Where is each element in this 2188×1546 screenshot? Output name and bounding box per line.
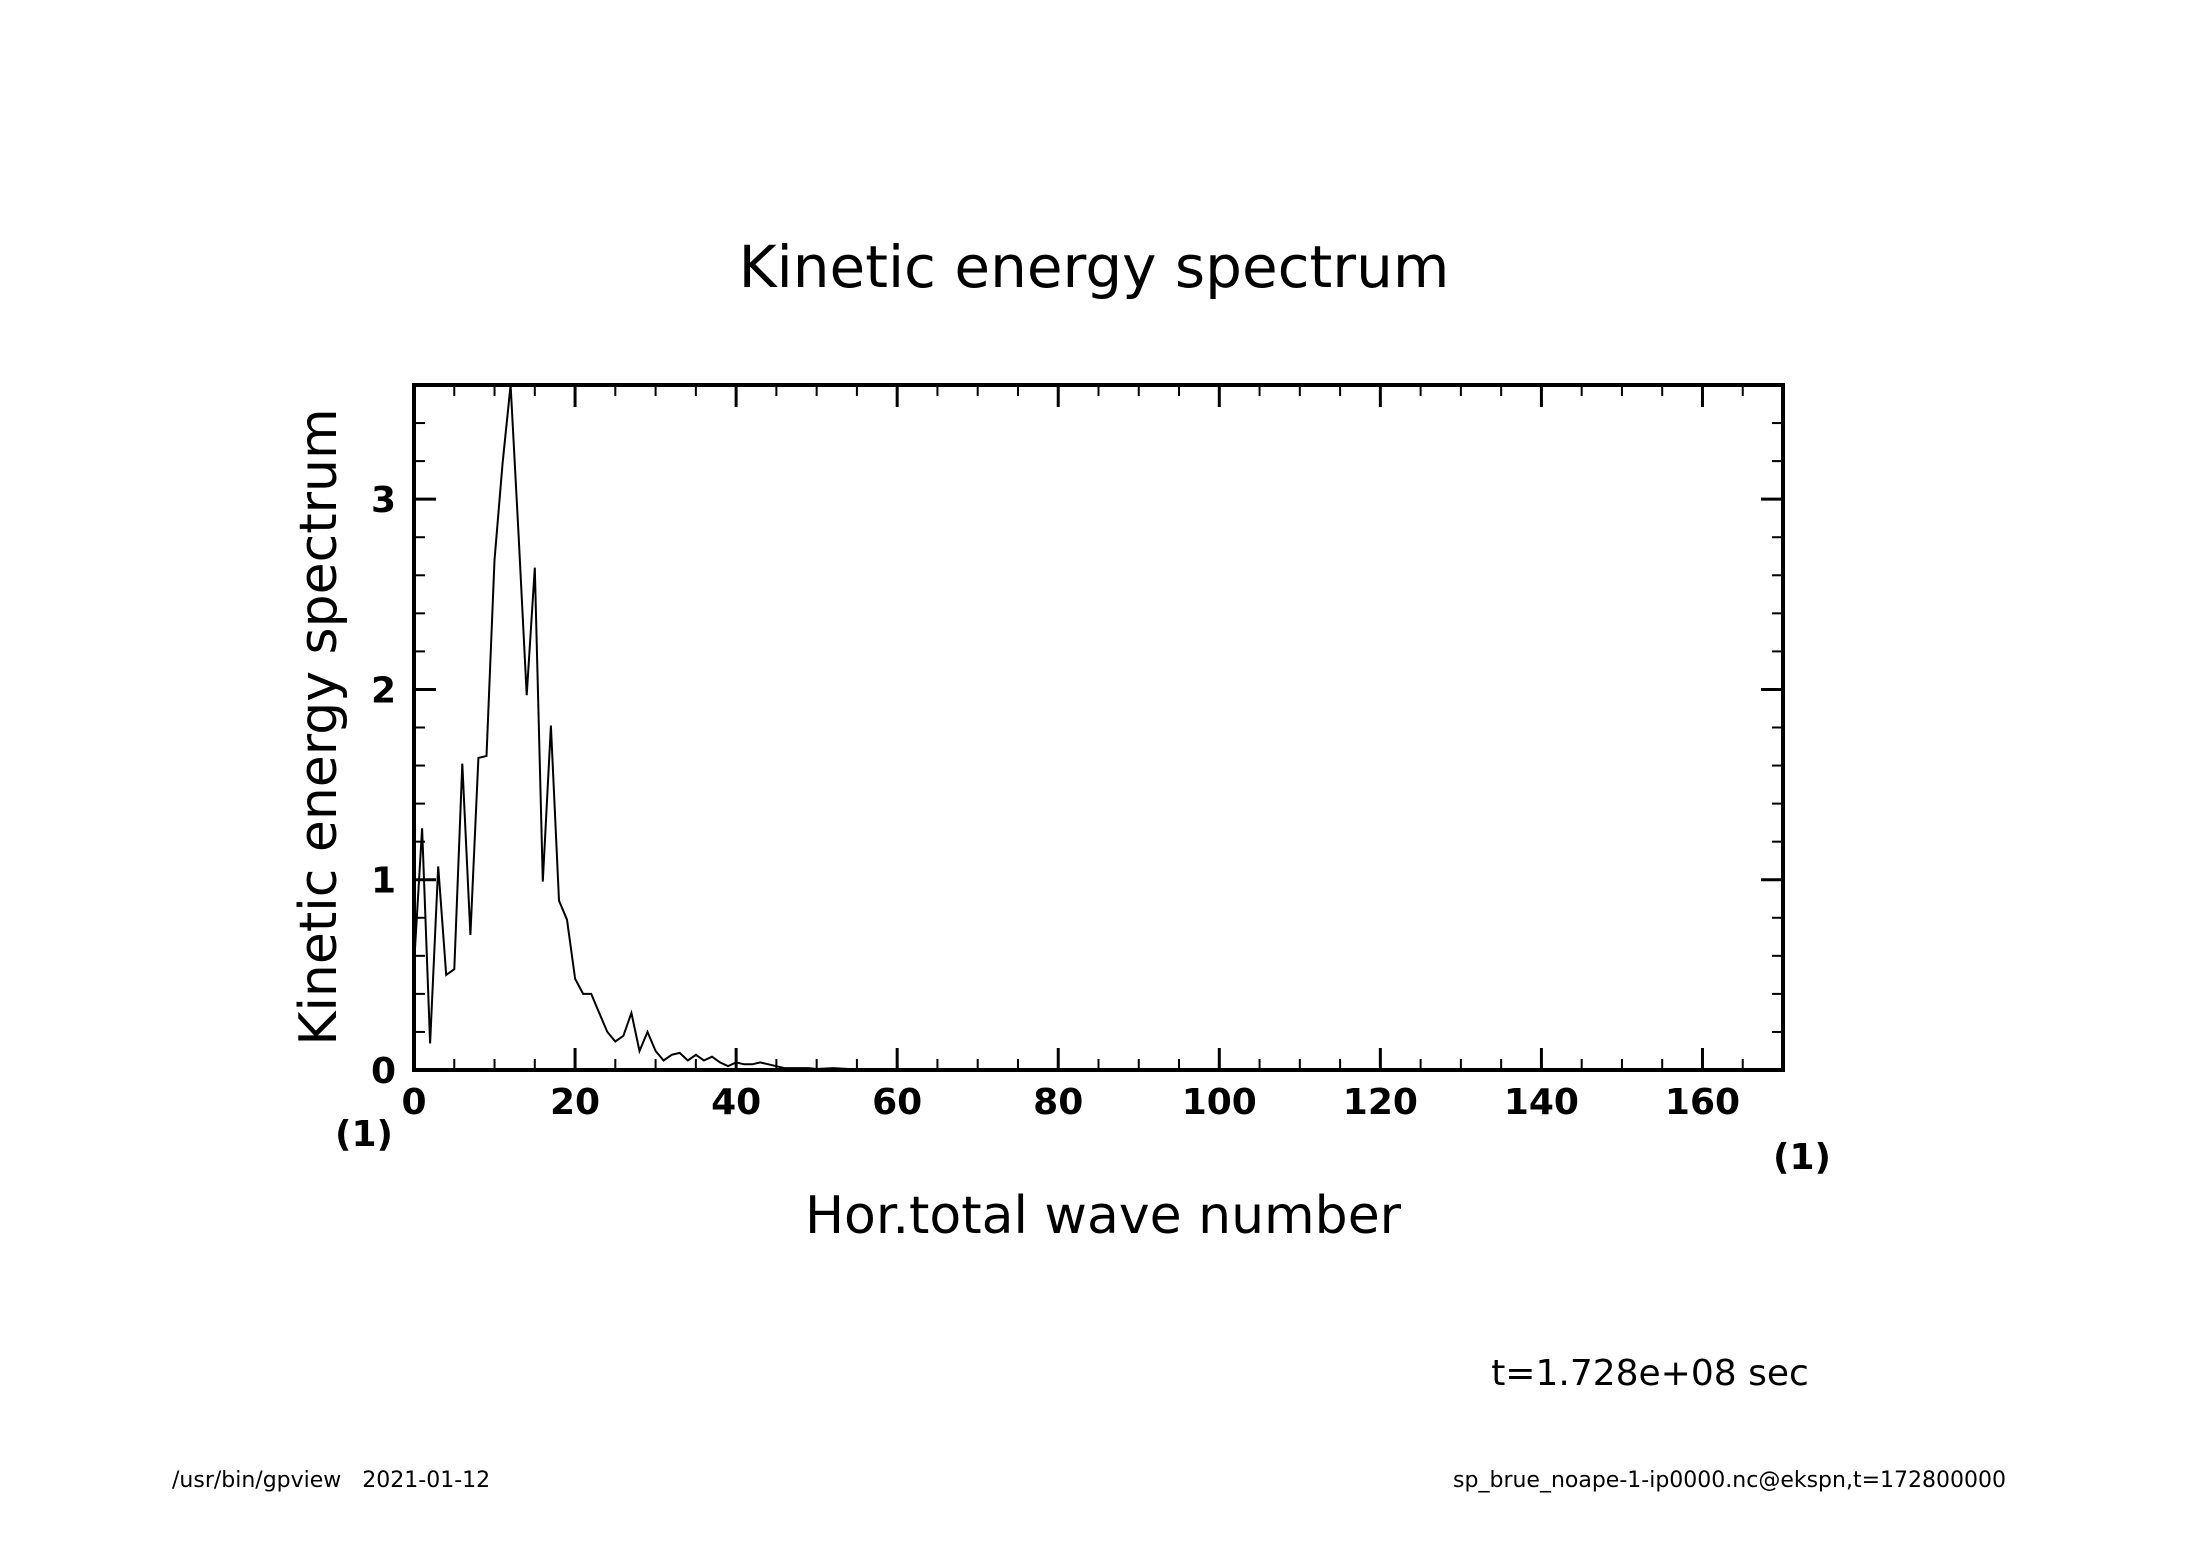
x-tick-label: 80 xyxy=(1033,1082,1083,1123)
x-tick-label: 20 xyxy=(550,1082,600,1123)
x-tick-label: 0 xyxy=(401,1082,426,1123)
footer-right: sp_brue_noape-1-ip0000.nc@ekspn,t=172800… xyxy=(1453,1468,2006,1493)
x-tick-label: 120 xyxy=(1343,1082,1418,1123)
x-tick-label: 60 xyxy=(872,1082,922,1123)
y-tick-label: 3 xyxy=(371,480,396,521)
x-axis-label: Hor.total wave number xyxy=(805,1186,1402,1246)
y-axis-label: Kinetic energy spectrum xyxy=(289,408,349,1045)
tick-label-layer: 0 20 40 60 80 100 120 140 160 0 1 2 3 xyxy=(371,480,1740,1123)
y-tick-label: 0 xyxy=(371,1051,396,1092)
y-tick-label: 2 xyxy=(371,670,396,711)
x-tick-label: 160 xyxy=(1665,1082,1740,1123)
x-tick-label: 100 xyxy=(1182,1082,1257,1123)
chart-title: Kinetic energy spectrum xyxy=(739,233,1450,301)
time-label: t=1.728e+08 sec xyxy=(1491,1353,1809,1394)
plot-frame xyxy=(412,383,1785,1072)
x-unit-label-left: (1) xyxy=(335,1114,393,1155)
x-tick-label: 40 xyxy=(711,1082,761,1123)
footer-left: /usr/bin/gpview 2021-01-12 xyxy=(172,1468,490,1493)
y-tick-label: 1 xyxy=(371,861,396,902)
x-tick-label: 140 xyxy=(1504,1082,1579,1123)
x-unit-label-right: (1) xyxy=(1773,1137,1831,1178)
